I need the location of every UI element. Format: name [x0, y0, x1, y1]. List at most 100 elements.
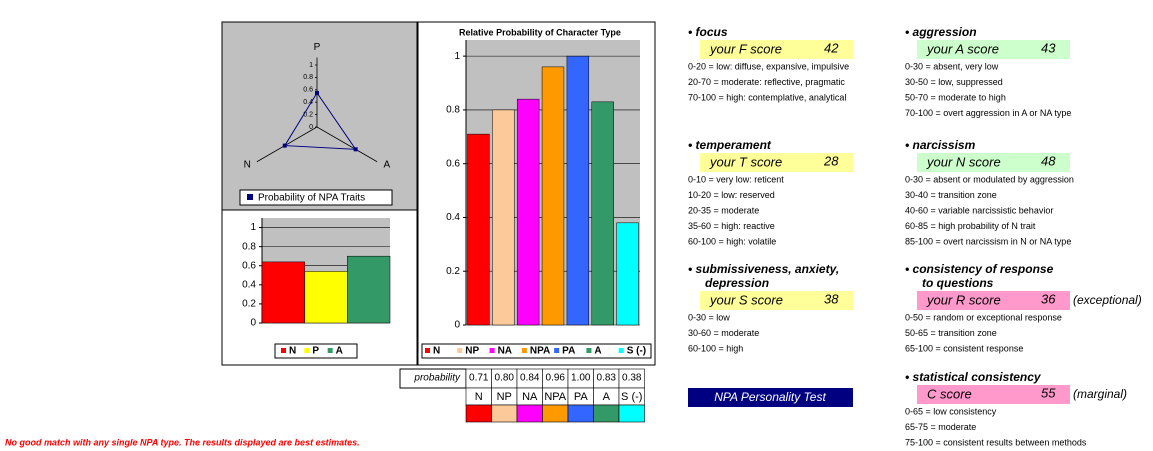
- type-legend-box: [421, 343, 652, 359]
- score-range: 0-10 = very low: reticent: [688, 174, 784, 184]
- radar-axis: [256, 126, 318, 163]
- score-note: (marginal): [1073, 387, 1127, 401]
- table-category: S (-): [621, 391, 642, 403]
- score-label: your F score: [709, 41, 782, 56]
- score-label: your A score: [926, 41, 999, 56]
- legend-swatch: [457, 348, 463, 353]
- radar-tick-label: 0.6: [303, 87, 313, 94]
- score-value: 43: [1041, 40, 1056, 55]
- score-box: [917, 40, 1070, 59]
- table-value: 0.83: [597, 373, 617, 384]
- score-value: 38: [824, 291, 839, 306]
- legend-label: Probability of NPA Traits: [258, 193, 365, 204]
- legend-label: NPA: [530, 346, 550, 357]
- y-tick-label: 1: [250, 222, 256, 233]
- score-range: 30-50 = low, suppressed: [905, 77, 1003, 87]
- score-range: 70-100 = overt aggression in A or NA typ…: [905, 108, 1071, 118]
- section-heading: • focus: [688, 25, 728, 39]
- y-tick-label: 0.2: [242, 299, 256, 310]
- score-range: 10-20 = low: reserved: [688, 190, 775, 200]
- table-value: 0.71: [469, 373, 489, 384]
- table-row-label: probability: [413, 373, 461, 384]
- score-box: [917, 385, 1070, 404]
- legend-swatch: [521, 348, 527, 353]
- legend-swatch: [554, 348, 560, 353]
- score-range: 50-65 = transition zone: [905, 328, 997, 338]
- section-heading: to questions: [922, 276, 994, 290]
- score-range: 85-100 = overt narcissism in N or NA typ…: [905, 236, 1071, 246]
- radar-tick-label: 0.8: [303, 74, 313, 81]
- bar: [304, 271, 348, 324]
- legend-swatch: [618, 348, 624, 353]
- score-range: 35-60 = high: reactive: [688, 221, 775, 231]
- table-category: NA: [522, 391, 538, 403]
- bar: [616, 222, 639, 326]
- legend-swatch: [586, 348, 592, 353]
- section-heading: • narcissism: [905, 138, 976, 152]
- score-range: 40-60 = variable narcissistic behavior: [905, 205, 1053, 215]
- radar-tick-label: 0.4: [303, 99, 313, 106]
- score-box: [700, 291, 853, 310]
- y-tick-label: 0.4: [446, 212, 460, 223]
- radar-polygon: [283, 91, 357, 150]
- bar: [492, 109, 515, 326]
- score-range: 70-100 = high: contemplative, analytical: [688, 92, 846, 102]
- legend-label: A: [336, 346, 343, 357]
- radar-category-label: A: [383, 159, 390, 170]
- score-label: your N score: [926, 154, 1001, 169]
- table-category: NPA: [544, 391, 566, 403]
- table-swatch: [465, 404, 492, 423]
- legend-swatch: [327, 348, 333, 353]
- y-tick-label: 0.6: [242, 260, 256, 271]
- bar: [347, 255, 391, 324]
- radar-point: [315, 90, 319, 95]
- section-heading: • consistency of response: [905, 262, 1054, 276]
- score-label: your S score: [709, 292, 783, 307]
- y-tick-label: 0.2: [446, 266, 460, 277]
- table-swatch: [491, 404, 518, 423]
- legend-label: A: [594, 346, 601, 357]
- score-value: 42: [824, 40, 839, 55]
- score-range: 30-40 = transition zone: [905, 190, 997, 200]
- score-value: 28: [823, 153, 839, 168]
- legend-swatch: [304, 348, 310, 353]
- y-tick-label: 0.8: [446, 105, 460, 116]
- legend-swatch: [425, 348, 430, 353]
- score-label: C score: [927, 386, 972, 401]
- section-heading: • temperament: [688, 138, 772, 152]
- table-value: 0.96: [546, 373, 566, 384]
- score-value: 55: [1041, 385, 1056, 400]
- section-heading: depression: [705, 276, 769, 290]
- y-tick-label: 0.4: [242, 279, 256, 290]
- y-tick-label: 1: [454, 51, 460, 62]
- score-label: your T score: [709, 154, 782, 169]
- radar-axis: [316, 126, 378, 163]
- bar: [541, 66, 565, 326]
- score-range: 75-100 = consistent results between meth…: [905, 437, 1087, 447]
- section-heading: • statistical consistency: [905, 370, 1042, 384]
- footnote: No good match with any single NPA type. …: [5, 437, 360, 447]
- table-value: 0.84: [520, 373, 540, 384]
- score-range: 0-30 = absent or modulated by aggression: [905, 174, 1074, 184]
- table-value: 0.80: [495, 373, 515, 384]
- score-range: 20-35 = moderate: [688, 205, 759, 215]
- legend-label: N: [289, 346, 296, 357]
- bar: [467, 133, 490, 326]
- test-button[interactable]: [688, 388, 853, 407]
- bar: [261, 261, 305, 324]
- score-box: [917, 291, 1070, 310]
- table-swatch: [593, 404, 620, 423]
- y-tick-label: 0: [454, 320, 460, 331]
- score-range: 60-100 = high: volatile: [688, 236, 776, 246]
- score-range: 65-100 = consistent response: [905, 343, 1023, 353]
- score-range: 0-20 = low: diffuse, expansive, impulsiv…: [688, 61, 849, 71]
- traits-legend-box: [274, 343, 358, 359]
- y-tick-label: 0: [250, 318, 256, 329]
- score-range: 0-30 = absent, very low: [905, 61, 999, 71]
- radar-category-label: N: [244, 159, 251, 170]
- score-range: 20-70 = moderate: reflective, pragmatic: [688, 77, 845, 87]
- score-range: 30-60 = moderate: [688, 328, 759, 338]
- radar-point: [353, 147, 358, 152]
- test-button-label[interactable]: NPA Personality Test: [714, 390, 826, 404]
